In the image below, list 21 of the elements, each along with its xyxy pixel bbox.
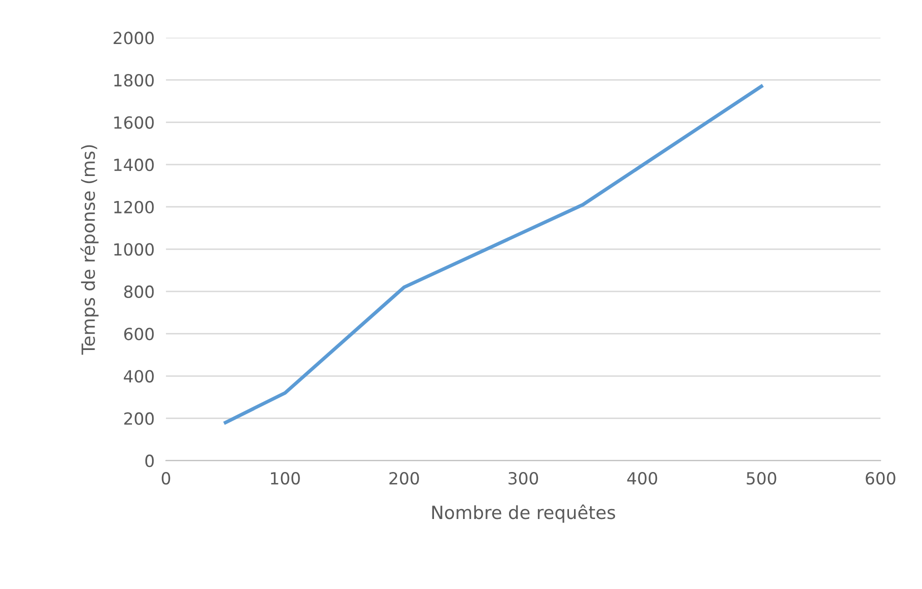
- y-tick-label: 600: [124, 328, 154, 340]
- y-tick-label: 1800: [114, 74, 154, 87]
- x-axis-title: Nombre de requêtes: [432, 504, 616, 523]
- y-tick-label: 1600: [114, 116, 154, 129]
- x-tick-label: 400: [627, 472, 658, 485]
- y-tick-label: 200: [124, 412, 154, 425]
- y-tick-label: 400: [124, 370, 154, 383]
- line-series: [224, 84, 764, 424]
- x-tick-label: 200: [389, 472, 419, 485]
- y-tick-label: 1000: [114, 243, 154, 256]
- x-tick-label: 100: [270, 472, 300, 485]
- x-tick-label: 500: [746, 472, 776, 485]
- y-tick-label: 0: [145, 454, 154, 468]
- y-axis-title: Temps de réponse (ms): [80, 145, 99, 355]
- y-tick-label: 1400: [114, 158, 154, 172]
- y-tick-label: 800: [124, 285, 154, 298]
- x-tick-label: 600: [866, 472, 896, 485]
- y-tick-label: 1200: [114, 200, 154, 214]
- x-tick-label: 0: [162, 472, 170, 485]
- y-tick-label: 2000: [114, 32, 154, 44]
- x-tick-label: 300: [508, 472, 538, 485]
